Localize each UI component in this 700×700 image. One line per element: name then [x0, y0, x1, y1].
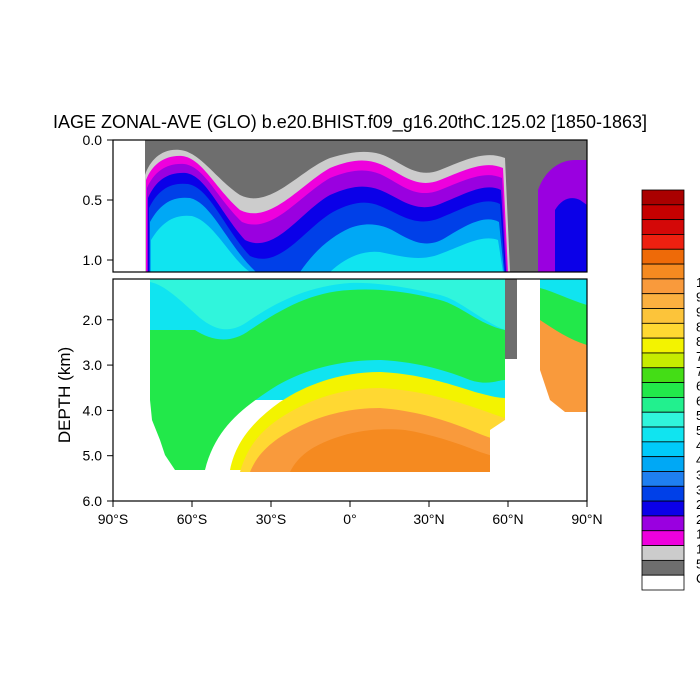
colorbar-label: 3	[696, 467, 700, 482]
upper-arctic-blue	[555, 198, 587, 272]
upper-y-tick-label: 1.0	[83, 252, 103, 268]
colorbar-label: 9	[696, 305, 700, 320]
colorbar-label: 5	[696, 556, 700, 571]
colorbar-label: C	[696, 571, 700, 586]
colorbar-swatch	[641, 545, 685, 561]
upper-y-ticks: 0.0 0.5 1.0	[83, 132, 113, 268]
colorbar-label: 6	[696, 393, 700, 408]
colorbar-swatch	[641, 248, 685, 265]
colorbar-swatch	[641, 411, 685, 428]
colorbar-swatch	[641, 263, 685, 280]
colorbar-label: 4	[696, 453, 700, 468]
upper-band-cyan	[151, 215, 503, 272]
colorbar-label: 1	[696, 275, 700, 290]
colorbar-swatch	[641, 397, 685, 413]
colorbar-swatch	[641, 219, 685, 235]
lower-contour-field	[113, 279, 587, 501]
colorbar-swatch	[641, 471, 685, 487]
colorbar-label: 7	[696, 364, 700, 379]
x-tick-label: 60°N	[492, 511, 523, 527]
colorbar-label: 9	[696, 290, 700, 305]
colorbar-swatch	[641, 352, 685, 369]
colorbar-label: 1	[696, 527, 700, 542]
lower-arctic-cyan	[540, 279, 587, 305]
colorbar-label: 5	[696, 408, 700, 423]
colorbar-swatch	[641, 382, 685, 398]
colorbar-label: 4	[696, 438, 700, 453]
colorbar-label: 5	[696, 423, 700, 438]
colorbar-swatch	[641, 367, 685, 383]
colorbar-label: 3	[696, 482, 700, 497]
x-tick-label: 90°S	[98, 511, 129, 527]
x-tick-label: 30°S	[256, 511, 287, 527]
colorbar-label: 2	[696, 497, 700, 512]
colorbar-label: 1	[696, 542, 700, 557]
colorbar-swatch	[641, 204, 685, 221]
colorbar-swatch	[641, 426, 685, 443]
lower-y-tick-label: 2.0	[83, 312, 103, 328]
colorbar-swatch	[641, 559, 685, 576]
x-tick-label: 30°N	[413, 511, 444, 527]
lower-y-tick-label: 6.0	[83, 493, 103, 509]
upper-y-tick-label: 0.5	[83, 192, 103, 208]
upper-panel: 0.0 0.5 1.0	[83, 132, 588, 273]
upper-y-tick-label: 0.0	[83, 132, 103, 148]
upper-panel-frame	[112, 139, 588, 273]
lower-trench	[505, 279, 517, 359]
lower-y-tick-label: 5.0	[83, 448, 103, 464]
lower-panel: 2.03.04.05.06.0 90°S 60°S 30°S 0° 30°N 60°N 90…	[83, 278, 603, 527]
colorbar-label: 8	[696, 334, 700, 349]
colorbar-swatch	[641, 485, 685, 502]
colorbar-swatch	[641, 574, 685, 591]
colorbar-swatch	[641, 500, 685, 517]
upper-trench	[512, 140, 536, 272]
colorbar-swatch	[641, 293, 685, 309]
colorbar-swatch	[641, 322, 685, 339]
upper-band-azure	[150, 197, 504, 272]
colorbar-swatch	[641, 441, 685, 458]
colorbar-label: 8	[696, 319, 700, 334]
colorbar-label: 7	[696, 349, 700, 364]
x-ticks: 90°S 60°S 30°S 0° 30°N 60°N 90°N	[98, 501, 603, 527]
colorbar-swatch	[641, 278, 685, 295]
x-tick-label: 60°S	[177, 511, 208, 527]
lower-y-ticks: 2.0 3.0 4.0 5.0 6.0	[83, 312, 113, 509]
x-tick-label: 0°	[343, 511, 356, 527]
colorbar: C51122334455667788991	[641, 189, 700, 591]
colorbar-swatch	[641, 456, 685, 472]
colorbar-swatch	[641, 515, 685, 532]
lower-band-aqua	[150, 279, 505, 330]
upper-contour-field	[145, 140, 587, 272]
colorbar-label: 6	[696, 379, 700, 394]
lower-y-tick-label: 3.0	[83, 357, 103, 373]
lower-seafloor	[113, 380, 512, 501]
colorbar-swatch	[641, 234, 685, 250]
colorbar-swatch	[641, 189, 685, 206]
colorbar-swatch	[641, 530, 685, 546]
y-axis-label: DEPTH (km)	[55, 347, 74, 443]
colorbar-swatch	[641, 308, 685, 324]
lower-band-green	[150, 289, 505, 470]
colorbar-swatch	[641, 337, 685, 354]
chart-title: IAGE ZONAL-AVE (GLO) b.e20.BHIST.f09_g16…	[53, 112, 647, 133]
lower-band-orange	[290, 429, 505, 472]
lower-y-tick-label: 4.0	[83, 402, 103, 418]
colorbar-label: 2	[696, 512, 700, 527]
x-tick-label: 90°N	[571, 511, 602, 527]
